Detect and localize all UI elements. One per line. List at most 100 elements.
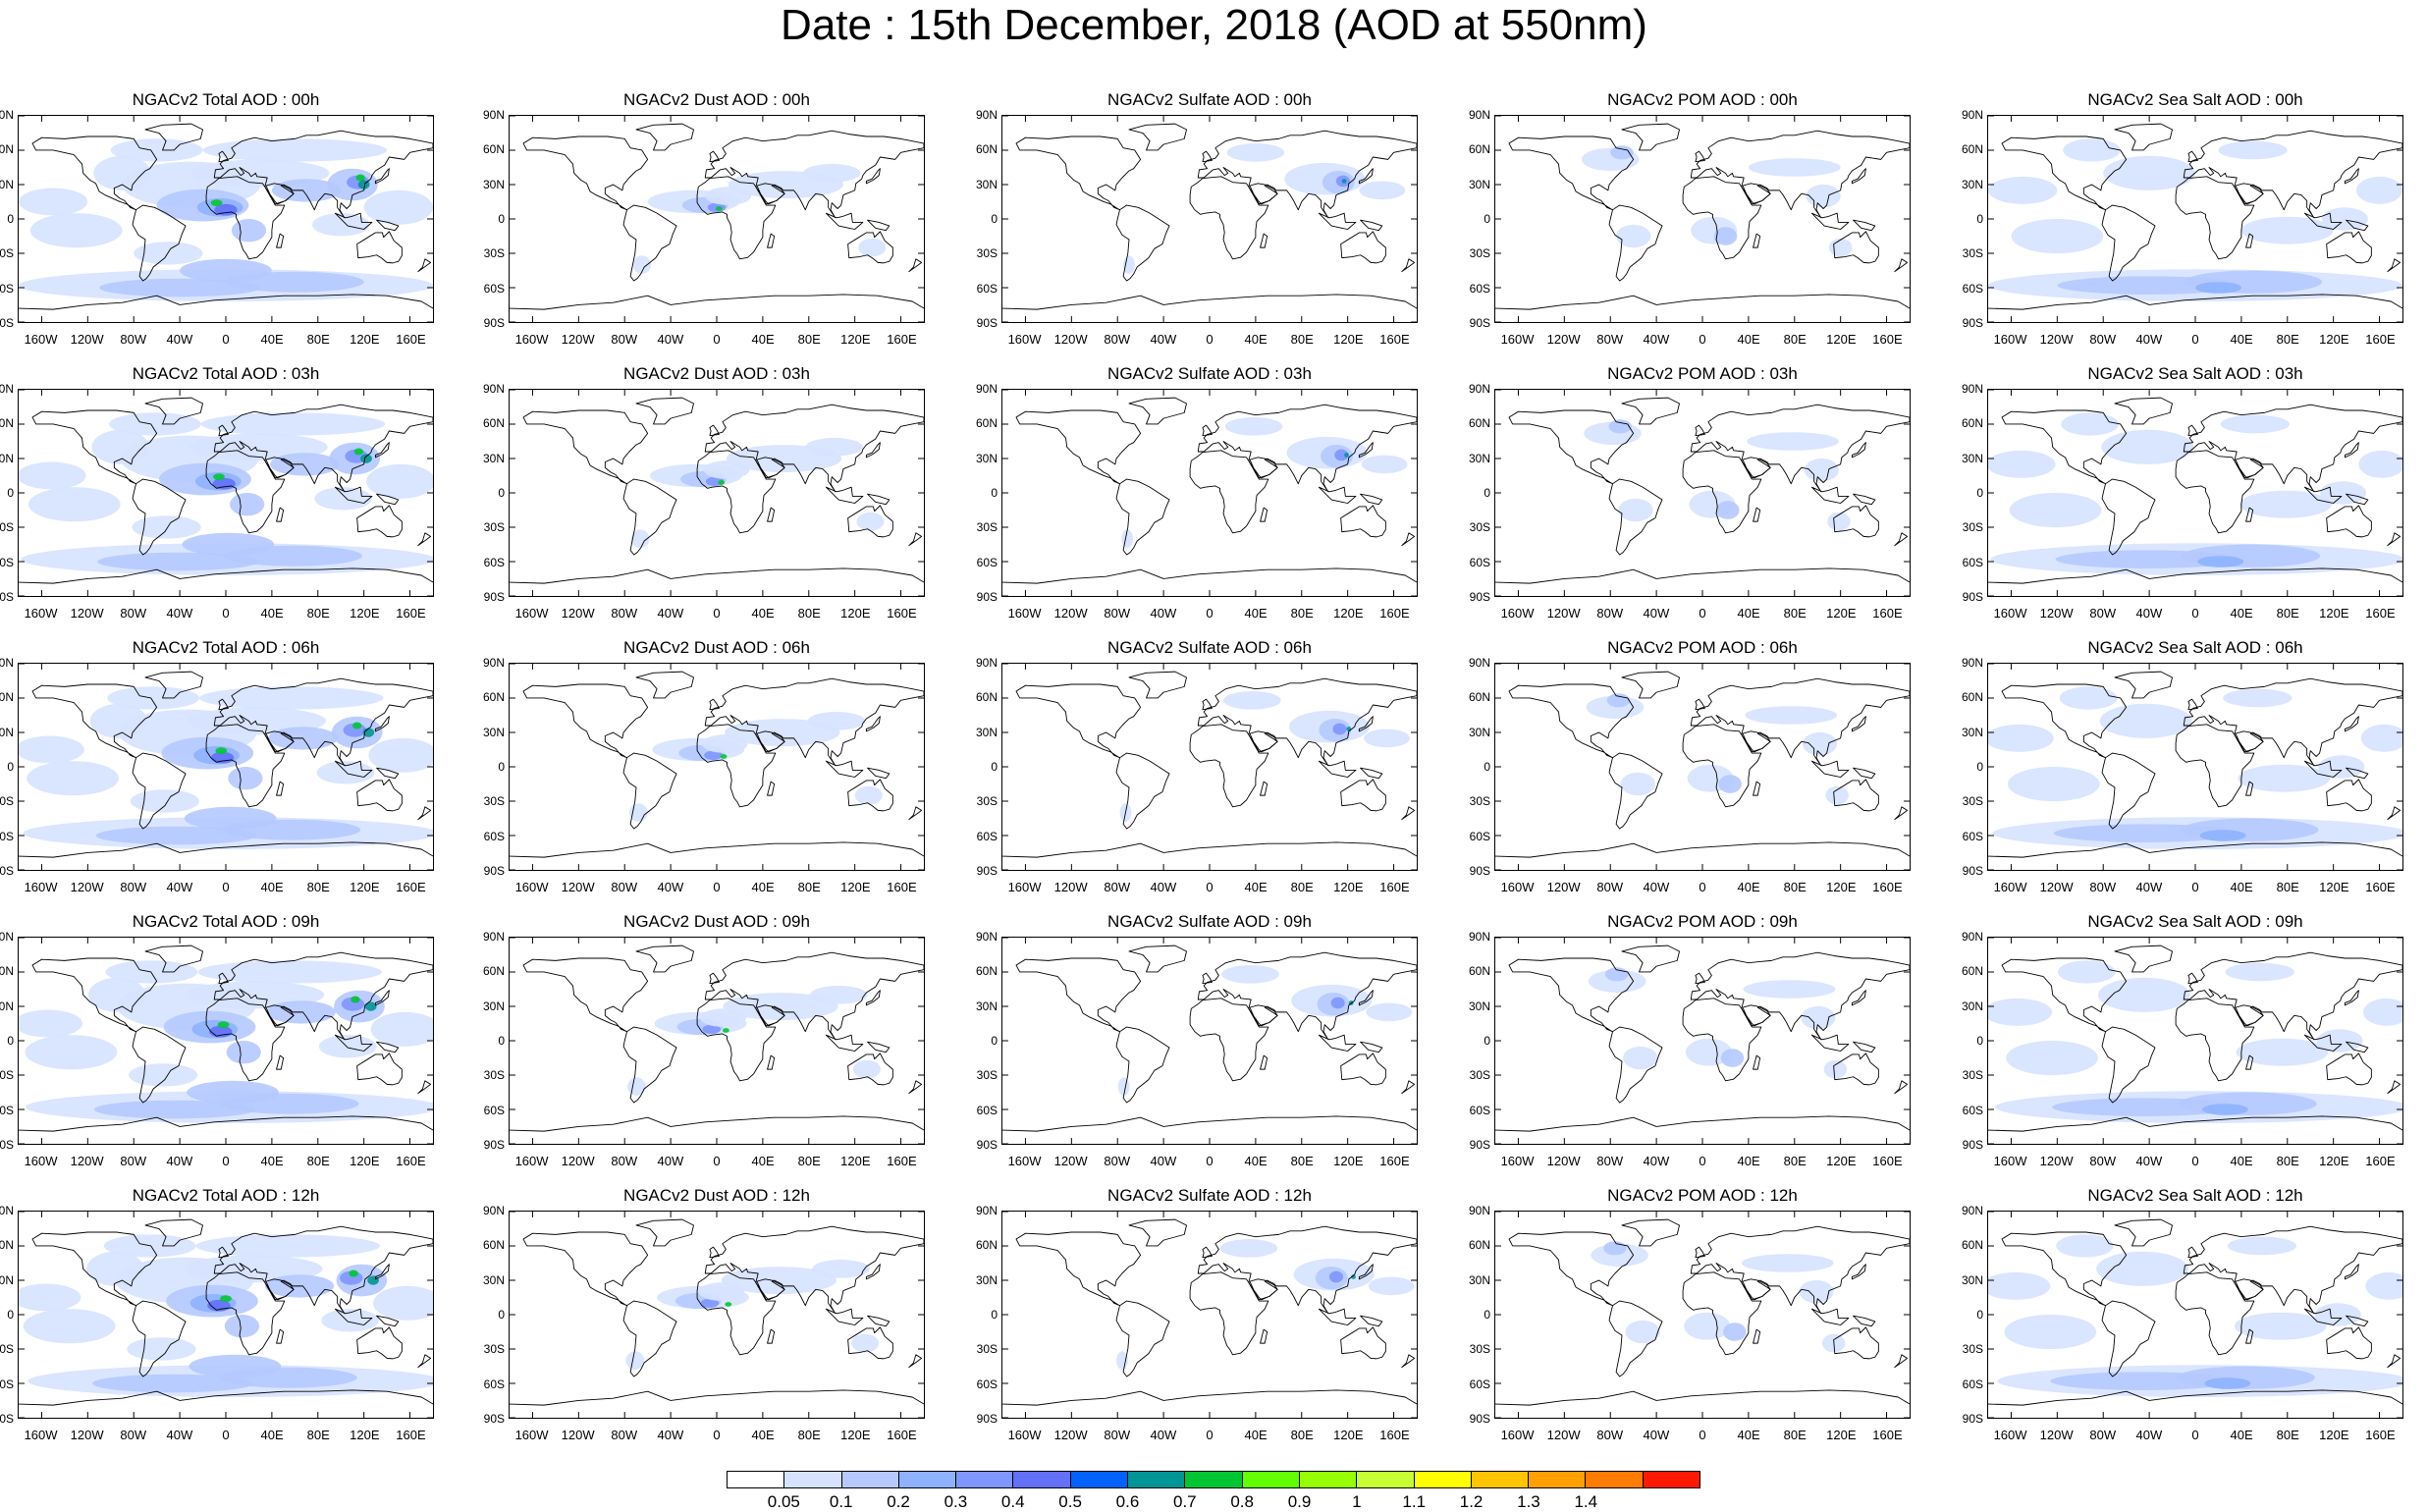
aod-shading	[2103, 155, 2195, 190]
coastline-antarcticaLine	[19, 841, 433, 858]
colorbar-label: 0.8	[1230, 1492, 1254, 1511]
lon-tick-label: 40E	[2230, 332, 2253, 347]
coastline-northAmerica	[522, 957, 649, 1033]
map-panel-pom: NGACv2 POM AOD : 06h 90N 60N 30N 0 30S 60S 90S 1…	[1469, 639, 1911, 904]
aod-shading	[362, 728, 375, 737]
colorbar-label: 0.1	[829, 1492, 853, 1511]
coastline-antarcticaLine	[1495, 1115, 1910, 1132]
lon-tick-label: 120W	[1053, 606, 1088, 621]
lat-tick-label: 30S	[1962, 794, 1983, 809]
coastline-indonesia	[1810, 1308, 1850, 1325]
lat-tick-label: 30S	[483, 1342, 505, 1357]
panel-title: NGACv2 Total AOD : 09h	[132, 912, 320, 931]
coastline-arabia	[265, 183, 295, 205]
world-map	[1001, 663, 1418, 871]
colorbar-swatch	[1242, 1472, 1300, 1487]
coastline-indonesia	[1318, 212, 1357, 230]
aod-shading	[2204, 1377, 2251, 1389]
coastline-newGuinea	[2346, 1315, 2369, 1327]
world-map-canvas	[1495, 116, 1910, 322]
aod-shading	[23, 1309, 116, 1344]
map-panel-pom: NGACv2 POM AOD : 00h 90N 60N 30N 0 30S 60S 90S 1…	[1469, 91, 1911, 356]
panel-title: NGACv2 POM AOD : 09h	[1607, 912, 1798, 931]
lon-tick-label: 120E	[2319, 606, 2349, 621]
aod-shading	[214, 203, 238, 216]
coastline-africa	[1682, 176, 1762, 260]
coastline-antarcticaLine	[19, 294, 433, 310]
coastline-southAmerica	[1115, 1026, 1170, 1104]
lon-tick-label: 160E	[2365, 1154, 2396, 1168]
coastline-northAmerica	[2001, 409, 2128, 485]
lat-tick-label: 30N	[976, 1272, 998, 1287]
coastline-greenland	[635, 945, 694, 973]
coastline-japan	[374, 168, 390, 185]
aod-shading	[132, 515, 201, 539]
coastline-arabia	[1742, 183, 1771, 205]
coastline-newGuinea	[1853, 219, 1876, 232]
aod-shading	[2238, 764, 2331, 792]
panel-title: NGACv2 Dust AOD : 06h	[623, 638, 810, 657]
world-map	[18, 1211, 434, 1419]
lon-tick-label: 80E	[797, 880, 821, 894]
aod-shading	[226, 1041, 261, 1064]
lon-tick-label: 120E	[350, 1428, 380, 1442]
coastline-australia	[356, 779, 403, 812]
lon-tick-label: 80E	[2276, 1428, 2299, 1442]
coastline-eurasia	[1197, 1225, 1417, 1315]
colorbar-swatch	[1299, 1472, 1358, 1487]
coastline-newGuinea	[1853, 1041, 1876, 1053]
aod-shading	[625, 1351, 645, 1370]
lat-tick-label: 30S	[976, 1342, 998, 1357]
world-map	[1494, 937, 1911, 1145]
coastline-africa	[1189, 1271, 1269, 1356]
lat-tick-label: 90S	[976, 590, 998, 604]
aod-shading	[856, 512, 885, 531]
lat-tick-label: 30N	[1469, 725, 1491, 739]
lat-tick-label: 30N	[483, 999, 506, 1013]
lon-tick-label: 80E	[1783, 606, 1807, 621]
coastline-newZealand	[1401, 806, 1416, 821]
coastline-greenland	[2114, 1218, 2173, 1247]
lat-tick-label: 90N	[1469, 930, 1491, 944]
lon-tick-label: 80W	[2089, 606, 2117, 621]
lon-tick-label: 120E	[1333, 606, 1364, 621]
colorbar-swatch	[728, 1472, 785, 1487]
map-panel-pom: NGACv2 POM AOD : 09h 90N 60N 30N 0 30S 60S 90S 1…	[1469, 913, 1911, 1178]
lat-tick-label: 90N	[1469, 656, 1491, 670]
aod-shading	[1366, 1002, 1413, 1022]
lon-tick-label: 80E	[797, 1428, 821, 1442]
aod-shading	[1988, 176, 2058, 204]
aod-shading	[1718, 775, 1742, 793]
coastline-northAmerica	[2001, 957, 2128, 1033]
lon-tick-label: 0	[2191, 332, 2199, 347]
coastline-africa	[1682, 998, 1762, 1082]
coastline-japan	[1358, 990, 1374, 1006]
map-panel-total: NGACv2 Total AOD : 00h 90N 60N 30N 0 30S 60S 90…	[0, 91, 434, 356]
coastline-africa	[696, 998, 777, 1082]
coastline-southAmerica	[1608, 1300, 1663, 1377]
coastline-greenland	[144, 123, 203, 151]
aod-shading	[718, 480, 726, 485]
world-map-canvas	[510, 390, 924, 596]
lon-tick-label: 80W	[2089, 1154, 2117, 1168]
aod-shading	[1346, 727, 1352, 731]
aod-shading	[725, 1302, 732, 1307]
lat-tick-label: 30S	[1962, 1068, 1983, 1083]
coastline-indonesia	[825, 760, 864, 778]
coastline-newGuinea	[1853, 767, 1876, 780]
coastline-indonesia	[334, 486, 373, 504]
world-map-canvas	[1988, 938, 2402, 1144]
lat-tick-label: 0	[1976, 760, 1983, 774]
lon-tick-label: 80E	[797, 332, 821, 347]
coastline-newZealand	[908, 532, 923, 547]
aod-shading	[220, 1295, 232, 1303]
lon-tick-label: 40E	[1244, 606, 1268, 621]
colorbar-swatch	[1643, 1472, 1700, 1487]
lon-tick-label: 160E	[2365, 606, 2396, 621]
coastline-eurasia	[1690, 1225, 1910, 1315]
coastline-australia	[356, 1326, 403, 1360]
coastline-africa	[205, 724, 286, 808]
colorbar-label: 0.4	[1000, 1492, 1025, 1511]
coastline-indonesia	[1318, 1034, 1357, 1052]
lat-tick-label: 30S	[0, 246, 14, 261]
